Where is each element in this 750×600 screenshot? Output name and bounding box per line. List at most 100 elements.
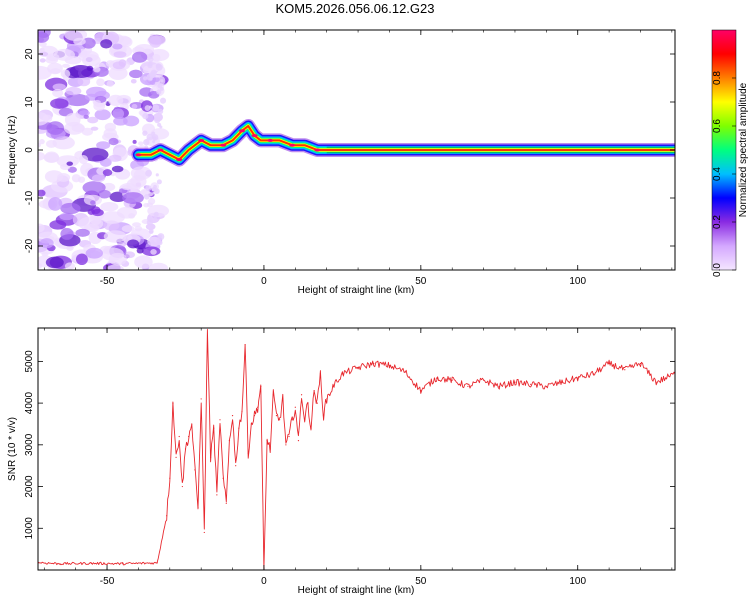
snr-point — [238, 427, 240, 429]
noise-blob — [152, 53, 161, 62]
spectrogram-x-tick-label: 50 — [415, 276, 427, 287]
snr-x-tick-label: 50 — [415, 576, 427, 587]
snr-point — [451, 379, 453, 381]
noise-blob — [75, 253, 88, 266]
snr-point — [319, 373, 322, 375]
noise-fleck — [157, 108, 164, 115]
noise-blob — [78, 216, 104, 231]
noise-fleck — [143, 139, 150, 146]
snr-point — [250, 423, 252, 425]
spectrogram-axes: -50 0 50 100 -20 -10 0 10 20 — [24, 30, 675, 287]
snr-y-tick-label: 5000 — [24, 350, 35, 373]
snr-point — [203, 531, 205, 534]
noise-fleck — [145, 169, 152, 177]
colorbar-tick-label: 0.2 — [712, 215, 723, 229]
figure-title: KOM5.2026.056.06.12.G23 — [275, 1, 434, 16]
noise-blob — [39, 47, 45, 53]
snr-marks — [38, 328, 675, 570]
noise-blob — [43, 152, 60, 163]
noise-blob — [121, 225, 135, 233]
snr-point — [194, 469, 196, 471]
noise-blob — [65, 86, 82, 96]
snr-point — [577, 377, 579, 379]
snr-point — [184, 448, 187, 450]
snr-point — [545, 385, 547, 388]
noise-blob — [124, 251, 136, 259]
noise-blob — [127, 239, 140, 249]
ridge-peak — [238, 129, 245, 133]
noise-blob — [64, 113, 81, 127]
noise-blob — [38, 65, 52, 80]
noise-blob — [45, 56, 59, 64]
snr-point — [404, 371, 406, 373]
noise-blob — [100, 39, 113, 49]
noise-blob — [85, 247, 103, 259]
noise-blob — [108, 252, 127, 266]
spectrogram-y-tick-label: -20 — [24, 238, 35, 253]
ridge-peak — [251, 134, 258, 138]
snr-point — [197, 506, 199, 509]
snr-y-tick-label: 1000 — [24, 517, 35, 540]
noise-blob — [38, 142, 41, 148]
snr-point — [266, 440, 268, 442]
noise-fleck — [145, 185, 152, 192]
noise-blob — [140, 189, 151, 195]
noise-blob — [112, 108, 125, 120]
snr-point — [322, 415, 325, 417]
noise-blob — [66, 161, 74, 166]
snr-point — [285, 444, 287, 446]
noise-blob — [102, 169, 113, 177]
noise-fleck — [146, 133, 154, 141]
noise-blob — [60, 69, 71, 78]
noise-blob — [147, 197, 156, 205]
ridge-peak — [220, 143, 227, 147]
spectrogram-panel: -50 0 50 100 -20 -10 0 10 20 Height of straight … — [7, 29, 676, 296]
ridge-peak — [314, 148, 321, 152]
noise-fleck — [150, 224, 155, 229]
ridge-peak — [157, 148, 164, 152]
noise-blob — [131, 104, 138, 109]
noise-blob — [112, 61, 126, 70]
snr-point — [90, 562, 92, 564]
snr-point — [188, 435, 190, 438]
noise-blob — [48, 197, 63, 211]
colorbar-tick-label: 0.0 — [712, 263, 723, 277]
ridge-peak — [176, 158, 183, 162]
noise-fleck — [155, 173, 159, 177]
spectrogram-y-tick-label: 20 — [24, 48, 35, 60]
noise-blob — [71, 174, 81, 183]
noise-blob — [49, 220, 67, 230]
ridge-peak — [289, 143, 296, 147]
snr-point — [294, 406, 296, 408]
snr-point — [420, 389, 422, 392]
snr-point — [332, 385, 334, 388]
snr-point — [225, 502, 227, 504]
noise-blob — [96, 78, 105, 87]
snr-point — [514, 381, 516, 383]
snr-point — [247, 452, 249, 454]
snr-x-tick-label: -50 — [100, 576, 115, 587]
snr-point — [156, 562, 158, 564]
snr-point — [59, 563, 61, 565]
snr-point — [608, 362, 610, 365]
noise-blob — [39, 58, 46, 63]
noise-fleck — [147, 62, 153, 67]
snr-point — [592, 373, 595, 375]
snr-point — [326, 398, 328, 400]
noise-blob — [93, 99, 101, 105]
noise-blob — [148, 262, 169, 270]
ridge-band-5 — [137, 125, 675, 161]
noise-blob — [44, 170, 64, 183]
noise-fleck — [152, 140, 156, 144]
noise-blob — [118, 36, 133, 48]
noise-blob — [122, 185, 132, 191]
noise-blob — [87, 116, 99, 124]
noise-blob — [90, 200, 96, 205]
noise-blob — [130, 79, 137, 84]
noise-blob — [134, 255, 153, 269]
noise-blob — [108, 137, 119, 146]
noise-blob — [83, 114, 89, 120]
noise-blob — [104, 122, 117, 132]
noise-blob — [39, 238, 54, 249]
